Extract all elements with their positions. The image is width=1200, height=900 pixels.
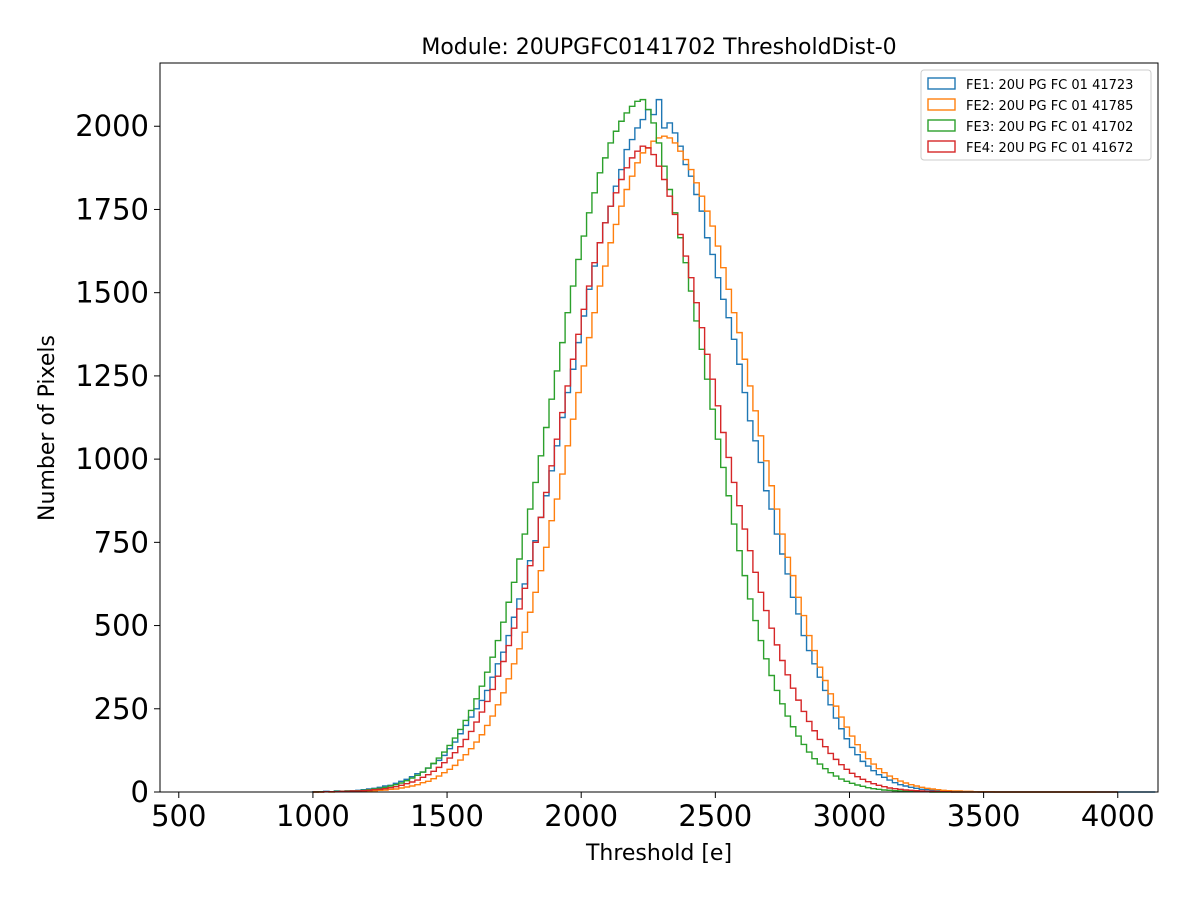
- y-tick-label: 1000: [75, 442, 149, 476]
- legend-swatch-fe1: [927, 77, 956, 90]
- x-tick-label: 4000: [1081, 799, 1155, 833]
- x-axis-label: Threshold [e]: [585, 841, 732, 866]
- y-tick-label: 0: [131, 775, 149, 809]
- x-tick-label: 2000: [544, 799, 618, 833]
- plot-area: 500 1000 1500 2000 2500 3000 3500 4000 0 250 500 75…: [75, 62, 1159, 833]
- x-tick-label: 2500: [678, 799, 752, 833]
- y-axis-label: Number of Pixels: [35, 335, 60, 521]
- y-tick-label: 2000: [75, 109, 149, 143]
- y-tick-label: 1750: [75, 192, 149, 226]
- legend-box: [920, 69, 1152, 161]
- x-tick-label: 3500: [947, 799, 1021, 833]
- chart-title: Module: 20UPGFC0141702 ThresholdDist-0: [421, 35, 896, 60]
- y-tick-label: 1250: [75, 359, 149, 393]
- legend-swatch-fe2: [927, 98, 956, 111]
- histogram-series-fe1: [312, 98, 1156, 793]
- legend-swatch-fe4: [927, 140, 956, 153]
- x-tick-label: 3000: [813, 799, 887, 833]
- histogram-series-fe3: [312, 98, 1118, 793]
- legend: FE1: 20U PG FC 01 41723 FE2: 20U PG FC 01…: [920, 69, 1152, 161]
- plot-frame: [159, 62, 1159, 793]
- y-tick-label: 750: [94, 525, 149, 559]
- y-tick-label: 250: [94, 692, 149, 726]
- legend-swatch-fe3: [927, 119, 956, 132]
- x-tick-label: 1000: [276, 799, 350, 833]
- y-tick-label: 1500: [75, 276, 149, 310]
- histogram-series-fe2: [312, 135, 1097, 793]
- histogram-series-fe4: [312, 145, 1118, 793]
- legend-label-fe3: FE3: 20U PG FC 01 41702: [966, 120, 1133, 135]
- legend-label-fe4: FE4: 20U PG FC 01 41672: [966, 141, 1133, 156]
- legend-label-fe1: FE1: 20U PG FC 01 41723: [966, 78, 1133, 93]
- y-tick-label: 500: [94, 609, 149, 643]
- x-tick-label: 1500: [410, 799, 484, 833]
- legend-label-fe2: FE2: 20U PG FC 01 41785: [966, 99, 1133, 114]
- x-tick-label: 500: [151, 799, 206, 833]
